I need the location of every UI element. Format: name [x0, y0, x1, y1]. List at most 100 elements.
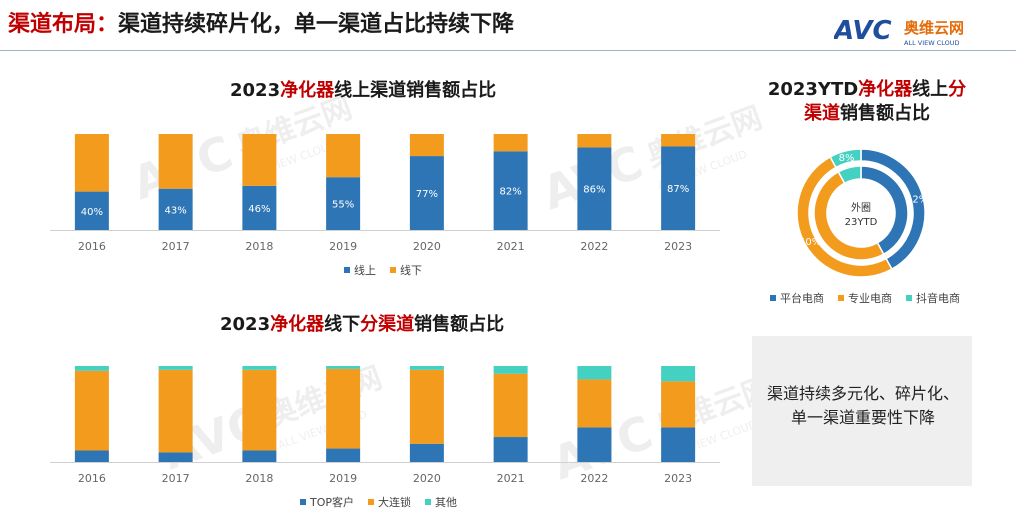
title-rest: 线上渠道销售额占比	[334, 80, 497, 101]
legend-swatch-others	[425, 499, 432, 505]
x-tick-label: 2021	[497, 472, 525, 485]
bar-segment	[74, 370, 109, 451]
offline-channel-bar-chart: 2016 2017 2018 2019 2020 2021 2022 2023	[50, 366, 720, 485]
x-tick-label: 2022	[580, 472, 608, 485]
bar-segment	[74, 191, 109, 230]
online-share-bar-chart: 40% 2016 43% 2017 46% 2018 55% 2019 77% 2020 82% 20…	[50, 134, 720, 253]
header-divider	[0, 50, 1016, 51]
title-by-channel: 分渠道	[360, 314, 415, 335]
x-tick-label: 2017	[162, 472, 190, 485]
title-product: 净化器	[280, 80, 335, 101]
bar-segment	[409, 156, 444, 230]
title-offline: 线下	[324, 314, 361, 335]
title-rest: 销售额占比	[840, 103, 930, 124]
title-product: 净化器	[270, 314, 325, 335]
bar-segment	[661, 427, 696, 462]
bar-segment	[158, 134, 193, 189]
donut-slice-label: 8%	[839, 153, 855, 164]
bar-data-label: 82%	[500, 187, 522, 198]
logo-tagline: ALL VIEW CLOUD	[904, 39, 960, 47]
x-tick-label: 2018	[245, 240, 273, 253]
bar-data-label: 46%	[248, 204, 270, 215]
bar-data-label: 55%	[332, 200, 354, 211]
bar-segment	[158, 452, 193, 462]
bar-segment	[493, 373, 528, 438]
bar-segment	[409, 366, 444, 370]
legend-label-douyin: 抖音电商	[916, 292, 960, 305]
legend-swatch-professional	[838, 295, 844, 301]
donut-center-label: 外圈	[851, 202, 871, 214]
bar-segment	[242, 369, 277, 451]
conclusion-box	[752, 336, 972, 486]
online-channel-donut-title: 2023YTD净化器线上分 渠道销售额占比	[756, 78, 978, 126]
legend-label-top-clients: TOP客户	[310, 496, 355, 509]
legend-swatch-online	[344, 267, 350, 273]
bar-segment	[409, 443, 444, 462]
bar-data-label: 86%	[583, 185, 605, 196]
logo-mark: AVC	[834, 16, 892, 46]
page-title-topic: 渠道布局：	[8, 12, 119, 37]
legend-item-professional: 专业电商	[838, 290, 892, 306]
legend-label-professional: 专业电商	[848, 292, 892, 305]
bar-segment	[577, 134, 612, 148]
bar-segment	[409, 369, 444, 444]
donut-slice	[813, 170, 885, 261]
bar-segment	[493, 366, 528, 374]
legend-swatch-platform	[770, 295, 776, 301]
bar-segment	[242, 366, 277, 370]
bar-data-label: 43%	[165, 205, 187, 216]
donut-slice-label: 42%	[906, 195, 926, 206]
x-tick-label: 2020	[413, 240, 441, 253]
page-title-headline: 渠道持续碎片化，单一渠道占比持续下降	[118, 12, 515, 37]
bar-segment	[242, 185, 277, 230]
bar-segment	[661, 134, 696, 147]
legend-swatch-big-chains	[368, 499, 375, 505]
donut-center-label: 23YTD	[845, 217, 878, 228]
bar-segment	[326, 448, 361, 462]
bar-segment	[577, 379, 612, 428]
legend-swatch-top-clients	[300, 499, 306, 505]
x-tick-label: 2020	[413, 472, 441, 485]
page-title: 渠道布局：渠道持续碎片化，单一渠道占比持续下降	[8, 6, 514, 38]
legend-item-online: 线上	[344, 262, 376, 278]
online-share-legend: 线上 线下	[344, 262, 422, 278]
bar-segment	[326, 366, 361, 369]
bar-segment	[158, 188, 193, 230]
donut-slice	[829, 148, 862, 169]
x-tick-label: 2022	[580, 240, 608, 253]
legend-swatch-douyin	[906, 295, 912, 301]
offline-channel-chart-title: 2023净化器线下分渠道销售额占比	[220, 310, 504, 336]
bar-segment	[409, 134, 444, 157]
legend-item-others: 其他	[425, 494, 457, 510]
donut-slice-label: 50%	[799, 237, 821, 248]
x-tick-label: 2016	[78, 240, 106, 253]
donut-slice	[837, 165, 862, 185]
avc-logo: AVC 奥维云网 ALL VIEW CLOUD	[834, 16, 964, 47]
title-rest: 销售额占比	[414, 314, 505, 335]
bar-segment	[577, 427, 612, 462]
legend-label-online: 线上	[354, 264, 376, 277]
offline-channel-legend: TOP客户 大连锁 其他	[300, 494, 457, 510]
x-tick-label: 2023	[664, 240, 692, 253]
bar-segment	[242, 134, 277, 186]
bar-data-label: 40%	[81, 207, 103, 218]
legend-item-platform: 平台电商	[770, 290, 824, 306]
conclusion-text: 渠道持续多元化、碎片化、单一渠道重要性下降	[766, 384, 959, 427]
bar-segment	[74, 450, 109, 462]
bar-segment	[577, 147, 612, 230]
bar-segment	[326, 134, 361, 178]
legend-label-offline: 线下	[400, 264, 422, 277]
bar-segment	[326, 368, 361, 449]
bar-segment	[326, 177, 361, 230]
online-channel-legend: 平台电商 专业电商 抖音电商	[770, 290, 960, 306]
bar-segment	[661, 381, 696, 428]
title-online: 线上	[912, 79, 949, 100]
bar-segment	[74, 366, 109, 371]
bar-segment	[493, 151, 528, 230]
legend-item-douyin: 抖音电商	[906, 290, 960, 306]
x-tick-label: 2016	[78, 472, 106, 485]
logo-brand: 奥维云网	[904, 19, 964, 37]
title-product: 净化器	[858, 79, 913, 100]
legend-swatch-offline	[390, 267, 396, 273]
legend-label-others: 其他	[435, 496, 458, 509]
